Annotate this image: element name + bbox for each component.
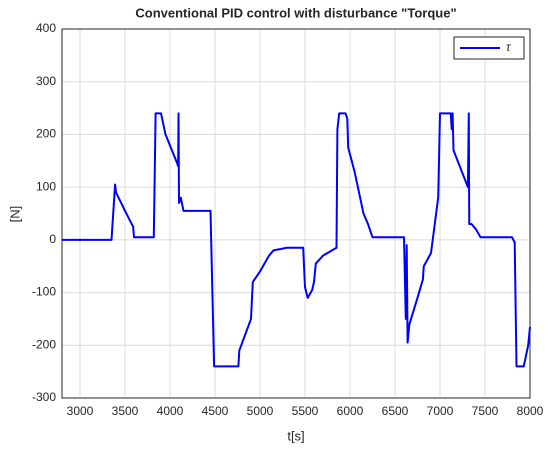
y-axis-label: [N]: [7, 206, 22, 223]
y-tick-label: 300: [36, 74, 56, 88]
y-tick-label: -200: [32, 337, 56, 351]
chart-title: Conventional PID control with disturbanc…: [135, 5, 456, 20]
x-tick-label: 3500: [112, 404, 139, 418]
x-axis-label: t[s]: [287, 428, 304, 443]
data-line: [62, 112, 531, 368]
x-tick-label: 4500: [202, 404, 229, 418]
y-tick-label: 200: [36, 127, 56, 141]
plot-frame: [61, 28, 531, 399]
y-tick-label: 400: [36, 21, 56, 35]
x-tick-label: 5500: [292, 404, 319, 418]
x-tick-label: 6000: [337, 404, 364, 418]
x-tick-label: 3000: [67, 404, 94, 418]
y-tick-label: -300: [32, 390, 56, 404]
x-tick-label: 7000: [427, 404, 454, 418]
legend-label: τ: [506, 40, 512, 54]
x-tick-label: 5000: [247, 404, 274, 418]
y-tick-label: 0: [49, 232, 56, 246]
y-tick-label: -100: [32, 285, 56, 299]
plot-area: [62, 29, 530, 398]
x-tick-label: 7500: [472, 404, 499, 418]
x-tick-label: 6500: [382, 404, 409, 418]
x-tick-label: 4000: [157, 404, 184, 418]
y-tick-label: 100: [36, 179, 56, 193]
x-tick-label: 8000: [517, 404, 544, 418]
